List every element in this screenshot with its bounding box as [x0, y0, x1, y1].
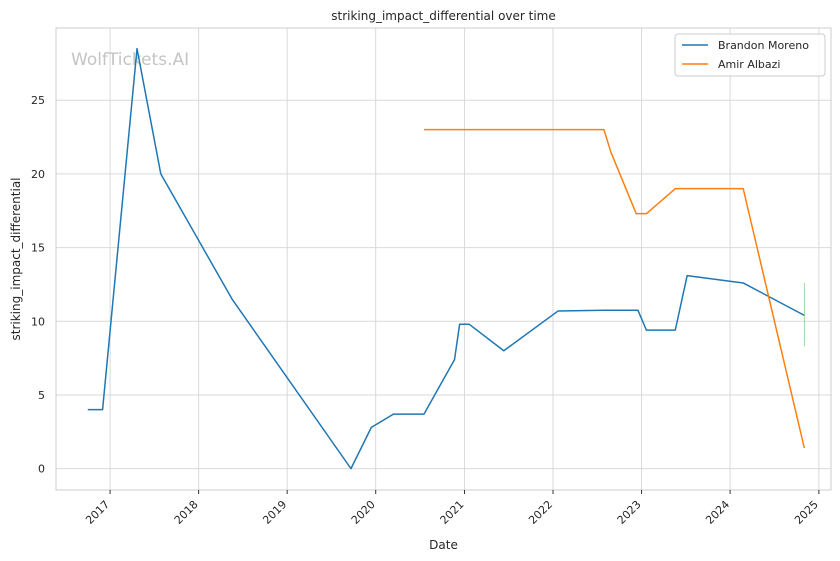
x-tick-label: 2021 [438, 498, 467, 527]
y-tick-labels: 0 5 10 15 20 25 [31, 94, 45, 475]
y-axis-label: striking_impact_differential [9, 177, 23, 340]
series-line-brandon-moreno [87, 47, 805, 470]
y-tick-label: 25 [31, 94, 45, 107]
x-tick-label: 2017 [83, 498, 112, 527]
y-tick-label: 0 [38, 463, 45, 476]
series-line-amir-albazi [423, 128, 806, 449]
y-tick-label: 5 [38, 389, 45, 402]
y-tick-label: 20 [31, 168, 45, 181]
y-tick-label: 10 [31, 315, 45, 328]
x-tick-label: 2025 [792, 498, 821, 527]
x-axis-label: Date [429, 538, 458, 552]
x-tick-label: 2023 [615, 498, 644, 527]
plot-background [56, 28, 831, 490]
legend: Brandon Moreno Amir Albazi [674, 33, 826, 77]
plot-frame [55, 27, 832, 491]
series-lines [87, 47, 806, 470]
x-tick-label: 2020 [349, 498, 378, 527]
legend-box [674, 33, 826, 77]
x-tick-label: 2024 [703, 498, 732, 527]
x-tick-labels: 2017 2018 2019 2020 2021 2022 2023 2024 2025 [83, 490, 821, 527]
x-tick-label: 2018 [172, 498, 201, 527]
watermark: WolfTickets.AI [71, 50, 189, 70]
chart-title: striking_impact_differential over time [331, 9, 556, 23]
x-tick-label: 2022 [526, 498, 555, 527]
x-tick-label: 2019 [260, 498, 289, 527]
legend-label: Brandon Moreno [718, 39, 809, 52]
y-tick-label: 15 [31, 242, 45, 255]
grid [56, 28, 831, 490]
legend-label: Amir Albazi [718, 58, 780, 71]
